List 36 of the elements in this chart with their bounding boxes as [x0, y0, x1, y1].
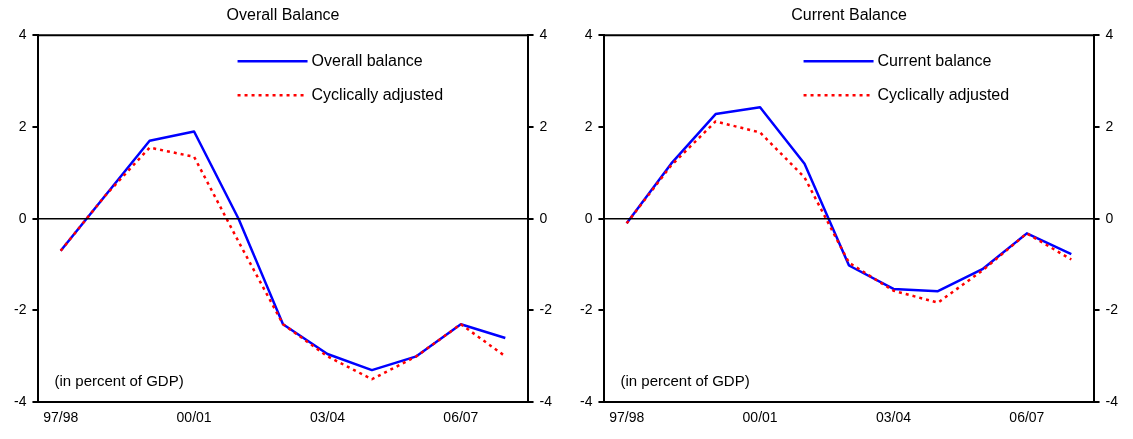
y2-tick-label: 2	[539, 117, 548, 134]
y-tick-label: 0	[584, 209, 593, 226]
x-tick-label: 97/98	[609, 409, 645, 426]
annotation: (in percent of GDP)	[54, 372, 184, 390]
y-tick-label: 4	[18, 26, 27, 43]
legend-label: Overall balance	[311, 51, 423, 69]
y-tick-label: 2	[584, 117, 593, 134]
x-tick-label: 97/98	[43, 409, 79, 426]
y-tick-label: 0	[18, 209, 27, 226]
y2-tick-label: 4	[539, 26, 548, 43]
y-tick-label: -2	[14, 301, 27, 318]
annotation: (in percent of GDP)	[620, 372, 750, 390]
y2-tick-label: 0	[539, 209, 548, 226]
y-tick-label: -2	[580, 301, 593, 318]
x-tick-label: 03/04	[875, 409, 912, 426]
y-tick-label: -4	[14, 393, 27, 410]
y2-tick-label: -2	[539, 301, 553, 318]
x-tick-label: 00/01	[176, 409, 212, 426]
x-tick-label: 03/04	[309, 409, 346, 426]
legend-label: Current balance	[877, 51, 992, 69]
y2-tick-label: -4	[1105, 393, 1119, 410]
y2-tick-label: 2	[1105, 117, 1114, 134]
chart-title: Current Balance	[791, 6, 907, 24]
chart-title: Overall Balance	[226, 6, 340, 24]
y2-tick-label: -2	[1105, 301, 1119, 318]
y2-tick-label: 4	[1105, 26, 1114, 43]
y-tick-label: -4	[580, 393, 593, 410]
x-tick-label: 00/01	[742, 409, 778, 426]
y-tick-label: 4	[584, 26, 593, 43]
y2-tick-label: 0	[1105, 209, 1114, 226]
y2-tick-label: -4	[539, 393, 553, 410]
y-tick-label: 2	[18, 117, 27, 134]
x-tick-label: 06/07	[1009, 409, 1045, 426]
x-tick-label: 06/07	[443, 409, 479, 426]
legend-label: Cyclically adjusted	[877, 85, 1010, 103]
legend-label: Cyclically adjusted	[311, 85, 444, 103]
